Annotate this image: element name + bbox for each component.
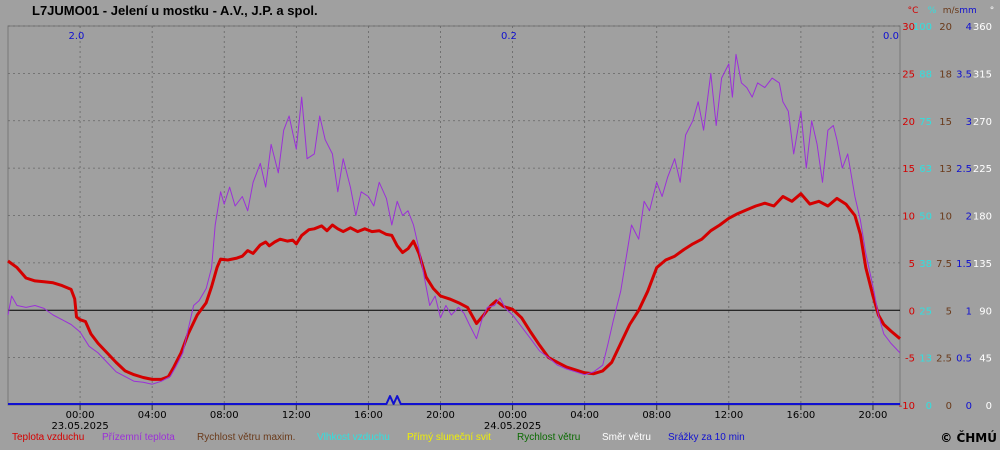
y-tick-label: 2: [966, 212, 972, 223]
y-tick-label: 0: [966, 401, 972, 412]
y-tick-label: 135: [973, 259, 992, 270]
legend-item: Vlhkost vzduchu: [317, 432, 390, 443]
y-tick-label: 100: [913, 22, 932, 33]
y-tick-label: 10: [939, 212, 952, 223]
y-tick-label: 1.5: [956, 259, 972, 270]
x-tick-label: 12:00: [282, 410, 311, 421]
legend-item: Přízemní teplota: [102, 432, 175, 443]
axis-unit-label: °: [990, 6, 995, 16]
legend: Teplota vzduchu Přízemní teplota Rychlost …: [0, 432, 1000, 448]
x-tick-label: 04:00: [138, 410, 167, 421]
x-tick-label: 12:00: [714, 410, 743, 421]
y-tick-label: 180: [973, 212, 992, 223]
y-tick-label: 7.5: [936, 259, 952, 270]
chart-svg: 00:00 04:00 08:00 12:00 16:00 20:00 00:00 04:00…: [7, 6, 995, 432]
y-tick-label: 15: [939, 117, 952, 128]
y-tick-label: 15: [902, 164, 915, 175]
y-tick-label: 13: [939, 164, 952, 175]
y-tick-label: 45: [979, 354, 992, 365]
y-tick-label: 1: [966, 306, 972, 317]
x-tick-label: 00:00: [66, 410, 95, 421]
y-tick-label: 18: [939, 69, 952, 80]
y-tick-label: 0: [986, 401, 992, 412]
date-label: 24.05.2025: [484, 421, 541, 432]
y-tick-label: 13: [919, 354, 932, 365]
y-tick-label: 0: [909, 306, 915, 317]
y-tick-label: 5: [946, 306, 952, 317]
y-tick-label: 25: [919, 306, 932, 317]
y-tick-label: 90: [979, 306, 992, 317]
x-tick-label: 04:00: [570, 410, 599, 421]
x-tick-label: 08:00: [210, 410, 239, 421]
y-tick-label: 0.5: [956, 354, 972, 365]
x-tick-label: 00:00: [498, 410, 527, 421]
legend-item: Srážky za 10 min: [668, 432, 745, 443]
x-tick-label: 20:00: [859, 410, 888, 421]
legend-item: Směr větru: [602, 432, 651, 443]
y-tick-label: 30: [902, 22, 915, 33]
copyright-credit: © ČHMÚ: [940, 431, 997, 445]
y-tick-label: 225: [973, 164, 992, 175]
y-tick-label: 270: [973, 117, 992, 128]
x-tick-label: 16:00: [354, 410, 383, 421]
y-tick-label: 2.5: [956, 164, 972, 175]
axis-unit-label: °C: [908, 6, 919, 16]
series-line: [7, 53, 901, 385]
axis-unit-label: mm: [959, 6, 977, 16]
y-tick-label: 0: [926, 401, 932, 412]
precip-total-label: 0.0: [883, 31, 899, 42]
y-tick-label: 360: [973, 22, 992, 33]
y-tick-label: 0: [946, 401, 952, 412]
legend-item: Teplota vzduchu: [12, 432, 85, 443]
legend-item: Rychlost větru: [517, 432, 581, 443]
precip-total-label: 0.2: [501, 31, 517, 42]
precip-total-label: 2.0: [69, 31, 85, 42]
y-tick-label: 25: [902, 69, 915, 80]
y-tick-label: 4: [966, 22, 972, 33]
y-tick-label: 3.5: [956, 69, 972, 80]
y-tick-label: 20: [939, 22, 952, 33]
y-tick-label: 315: [973, 69, 992, 80]
legend-item: Přímý sluneční svit: [407, 432, 491, 443]
x-tick-label: 20:00: [426, 410, 455, 421]
axis-unit-label: m/s: [943, 6, 960, 16]
y-tick-label: -5: [905, 354, 915, 365]
series-line: [8, 395, 900, 405]
y-tick-label: 88: [919, 69, 932, 80]
series-line: [7, 192, 901, 381]
y-tick-label: 20: [902, 117, 915, 128]
y-tick-label: 38: [919, 259, 932, 270]
x-tick-label: 16:00: [786, 410, 815, 421]
x-tick-label: 08:00: [642, 410, 671, 421]
y-tick-label: 5: [909, 259, 915, 270]
y-tick-label: -10: [899, 401, 915, 412]
y-tick-label: 10: [902, 212, 915, 223]
y-tick-label: 3: [966, 117, 972, 128]
axis-unit-label: %: [928, 6, 937, 16]
y-tick-label: 75: [919, 117, 932, 128]
chart-title: L7JUMO01 - Jelení u mostku - A.V., J.P. …: [32, 3, 318, 18]
legend-item: Rychlost větru maxim.: [197, 432, 296, 443]
y-tick-label: 63: [919, 164, 932, 175]
y-tick-label: 2.5: [936, 354, 952, 365]
date-label: 23.05.2025: [51, 421, 108, 432]
y-tick-label: 50: [919, 212, 932, 223]
